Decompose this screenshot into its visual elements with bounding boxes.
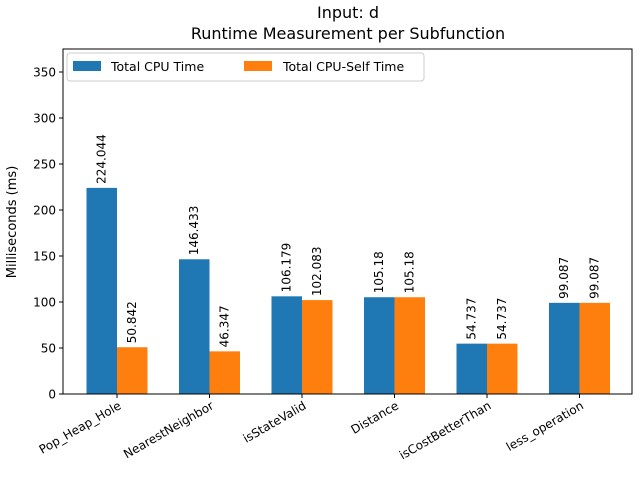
bar-value-label: 46.347: [218, 305, 232, 347]
y-axis-ticks: 0 50 100 150 200 250 300 350: [33, 66, 63, 402]
bar-value-label: 54.737: [465, 298, 479, 340]
bar-total-cpu: [86, 187, 117, 394]
y-tick-label: 300: [33, 112, 56, 126]
y-tick-label: 200: [33, 204, 56, 218]
bar-value-label: 146.433: [187, 206, 201, 256]
bar-value-label: 105.18: [403, 251, 417, 293]
bar-total-cpu: [456, 343, 487, 394]
bar-value-label: 54.737: [495, 298, 509, 340]
bar-total-cpu: [364, 297, 395, 394]
x-tick-label: isStateValid: [241, 398, 309, 445]
x-tick-label: isCostBetterThan: [397, 398, 494, 462]
legend-swatch-total-cpu-self: [244, 61, 272, 71]
bar-value-label: 99.087: [588, 257, 602, 299]
bar-value-label: 224.044: [95, 134, 109, 184]
bar-value-label: 99.087: [557, 257, 571, 299]
bar-total-cpu-self: [209, 351, 240, 394]
bar-total-cpu-self: [579, 302, 610, 394]
y-tick-label: 350: [33, 66, 56, 80]
y-tick-label: 150: [33, 250, 56, 264]
x-tick-label: Distance: [349, 398, 401, 436]
chart-subtitle: Runtime Measurement per Subfunction: [191, 24, 505, 43]
y-tick-label: 0: [48, 388, 56, 402]
legend-label-total-cpu-self: Total CPU-Self Time: [282, 59, 404, 74]
bar-value-label: 50.842: [125, 301, 139, 343]
chart-title: Input: d: [317, 3, 379, 22]
y-tick-label: 100: [33, 296, 56, 310]
bar-total-cpu-self: [117, 347, 148, 394]
bar-total-cpu: [179, 259, 210, 394]
y-axis-label: Milliseconds (ms): [5, 166, 20, 279]
legend-swatch-total-cpu: [73, 61, 101, 71]
x-tick-label: NearestNeighbor: [121, 398, 216, 461]
legend-label-total-cpu: Total CPU Time: [110, 59, 204, 74]
bar-total-cpu: [271, 296, 302, 394]
bar-total-cpu-self: [487, 343, 518, 394]
plot-frame: [62, 48, 633, 395]
bar-total-cpu: [549, 302, 580, 394]
legend: Total CPU Time Total CPU-Self Time: [66, 52, 425, 82]
bar-total-cpu-self: [302, 300, 333, 394]
bar-value-label: 105.18: [372, 251, 386, 293]
y-tick-label: 50: [41, 342, 56, 356]
x-tick-label: less_operation: [504, 398, 586, 454]
y-tick-label: 250: [33, 158, 56, 172]
bars: 224.044 50.842 146.433 46.347 106.179 102.083…: [86, 134, 610, 394]
bar-total-cpu-self: [394, 297, 425, 394]
bar-value-label: 106.179: [280, 243, 294, 293]
x-tick-label: Pop_Heap_Hole: [37, 398, 124, 456]
bar-value-label: 102.083: [310, 246, 324, 296]
